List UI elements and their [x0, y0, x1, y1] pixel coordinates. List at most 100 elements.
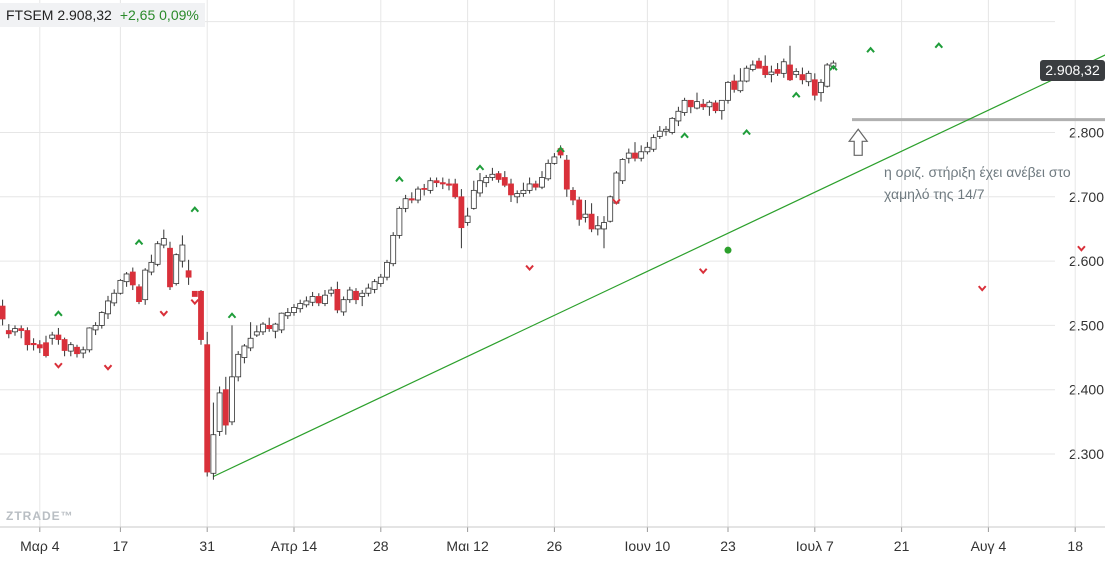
- candle-up: [694, 101, 700, 109]
- candle-up: [253, 331, 260, 336]
- watermark-logo: ZTRADE™: [6, 509, 74, 523]
- candle-down: [167, 247, 173, 288]
- candle-down: [222, 389, 229, 426]
- candle-up: [80, 349, 87, 354]
- candle-down: [136, 286, 142, 303]
- candle-up: [780, 61, 787, 74]
- candle-down: [334, 288, 341, 311]
- candle-up: [142, 269, 149, 301]
- x-tick-label: 26: [547, 538, 563, 554]
- down-marker-icon: [1077, 245, 1086, 252]
- candle-up: [111, 292, 118, 304]
- candle-up: [117, 279, 124, 294]
- down-marker-icon: [103, 364, 113, 371]
- candle-up: [613, 172, 620, 204]
- candle-down: [501, 177, 508, 186]
- up-marker-icon: [227, 312, 237, 319]
- candle-up: [607, 196, 614, 222]
- y-tick-label: 2.700: [1069, 189, 1104, 205]
- candle-up: [291, 306, 297, 313]
- candle-down: [452, 183, 459, 198]
- candle-up: [229, 376, 235, 423]
- candle-up: [260, 323, 266, 333]
- candle-down: [570, 189, 576, 201]
- candle-down: [55, 334, 62, 340]
- candle-down: [563, 159, 570, 190]
- candle-up: [551, 156, 558, 164]
- candle-down: [495, 173, 502, 180]
- candle-down: [5, 330, 12, 335]
- candle-up: [638, 151, 645, 159]
- candle-up: [477, 180, 483, 194]
- candle-down: [712, 102, 719, 112]
- candle-up: [669, 117, 676, 133]
- symbol-header: FTSEM 2.908,32 +2,65 0,09%: [0, 3, 205, 27]
- up-marker-icon: [190, 206, 200, 213]
- candle-up: [470, 189, 477, 209]
- candle-down: [687, 99, 694, 108]
- symbol-price-label: FTSEM 2.908,32: [6, 7, 112, 23]
- candle-up: [67, 344, 74, 352]
- up-marker-icon: [54, 310, 63, 317]
- candle-up: [148, 261, 155, 273]
- candle-down: [185, 270, 192, 278]
- candle-down: [762, 65, 769, 76]
- candle-down: [446, 183, 452, 186]
- candle-up: [210, 434, 217, 474]
- candle-up: [582, 213, 589, 218]
- candle-up: [247, 337, 254, 349]
- last-price-badge: 2.908,32: [1040, 60, 1105, 81]
- down-marker-icon: [612, 198, 621, 205]
- up-marker-icon: [556, 146, 565, 153]
- down-marker-icon: [190, 298, 200, 306]
- candle-up: [663, 128, 669, 132]
- candle-up: [328, 289, 335, 294]
- candle-up: [718, 99, 725, 112]
- candle-up: [656, 130, 663, 137]
- candle-down: [731, 80, 738, 90]
- candle-up: [427, 180, 434, 191]
- candle-down: [43, 342, 49, 357]
- candle-down: [532, 183, 539, 188]
- candle-up: [489, 173, 496, 178]
- annotation-line-1: η οριζ. στήριξη έχει ανέβει στο: [884, 164, 1071, 180]
- candle-up: [644, 146, 651, 153]
- candle-up: [818, 81, 824, 94]
- candle-down: [588, 213, 595, 230]
- up-marker-icon: [680, 132, 689, 139]
- candle-down: [266, 324, 273, 330]
- annotation-text: η οριζ. στήριξη έχει ανέβει στο χαμηλό τ…: [884, 161, 1104, 205]
- y-tick-label: 2.500: [1069, 317, 1104, 333]
- candle-up: [216, 392, 223, 432]
- candle-down: [787, 64, 793, 81]
- candle-up: [346, 289, 353, 301]
- x-tick-label: 23: [720, 538, 736, 554]
- up-marker-icon: [134, 238, 144, 246]
- candle-up: [377, 276, 384, 285]
- candle-up: [303, 300, 310, 306]
- candle-up: [483, 177, 490, 184]
- candle-up: [725, 81, 731, 101]
- candle-up: [297, 303, 304, 310]
- candle-up: [160, 238, 167, 246]
- candle-up: [805, 72, 812, 83]
- up-marker-icon: [934, 42, 944, 49]
- price-change-label: +2,65 0,09%: [119, 7, 199, 23]
- up-marker-icon: [742, 128, 751, 136]
- candle-down: [18, 328, 25, 331]
- x-tick-label: 18: [1067, 538, 1083, 554]
- candle-down: [74, 346, 80, 355]
- up-arrow-icon: [848, 128, 869, 156]
- candle-up: [526, 183, 533, 191]
- y-tick-label: 2.400: [1069, 382, 1104, 398]
- candle-down: [36, 344, 43, 349]
- candle-down: [421, 188, 428, 190]
- candle-up: [309, 296, 316, 303]
- candle-up: [619, 159, 626, 182]
- down-marker-icon: [54, 362, 63, 369]
- candle-up: [92, 324, 99, 331]
- up-marker-icon: [829, 64, 838, 71]
- candle-down: [700, 103, 707, 108]
- candle-up: [340, 299, 347, 313]
